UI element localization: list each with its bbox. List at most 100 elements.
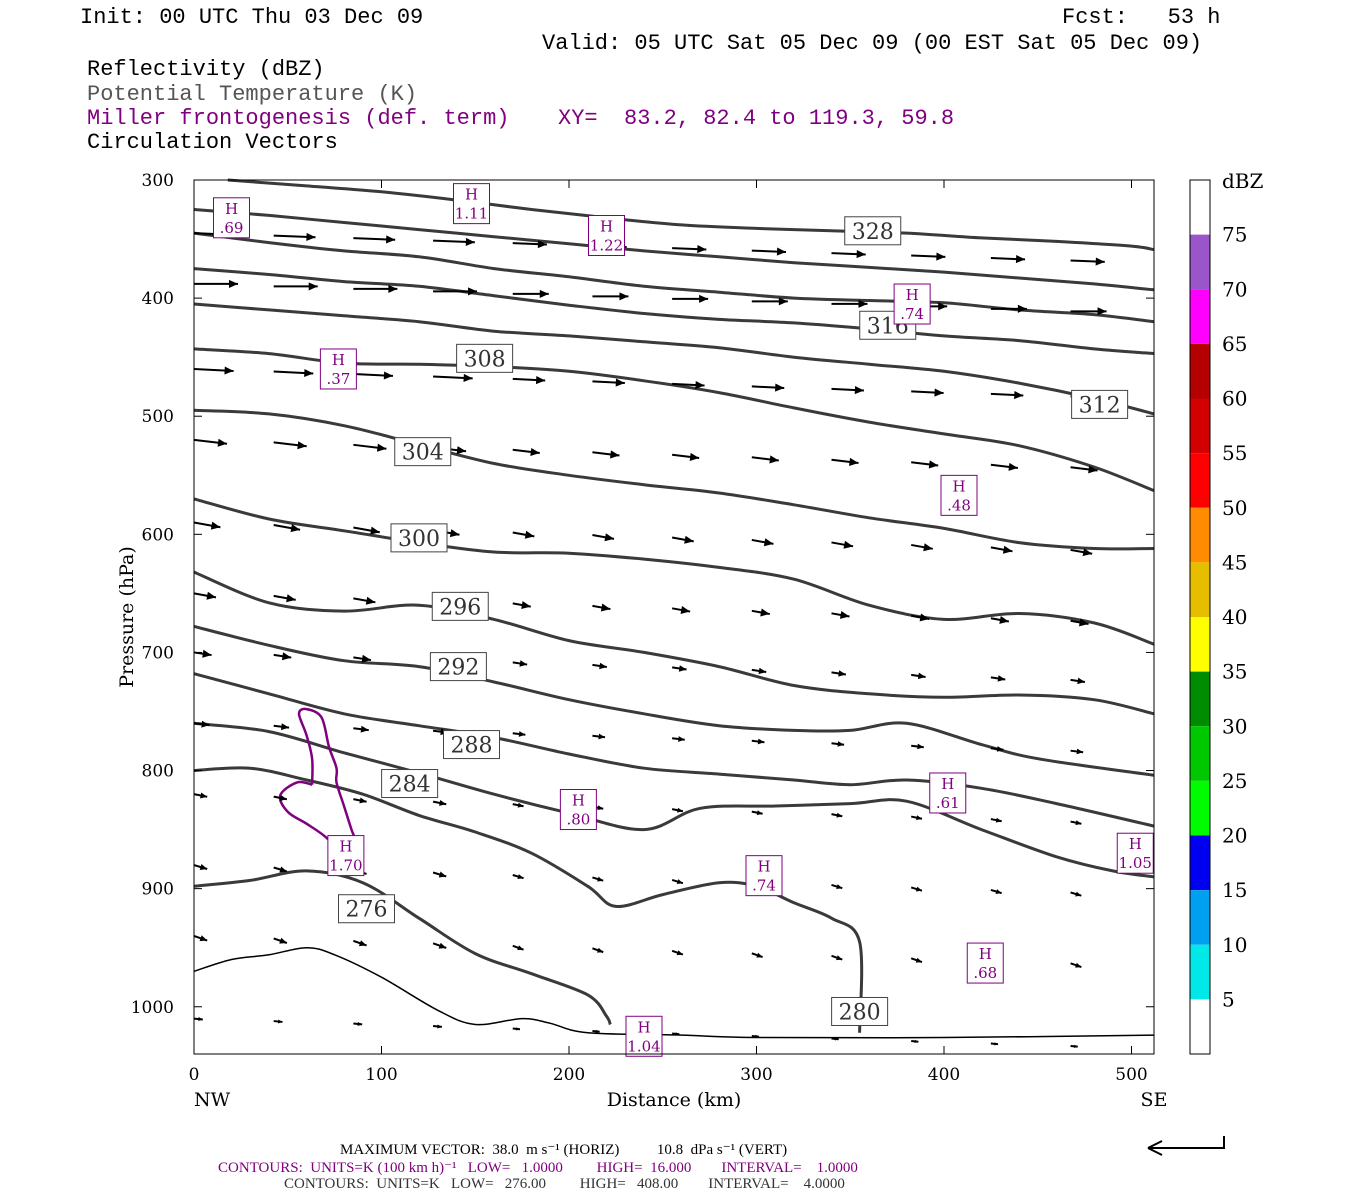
circulation-vector <box>273 652 292 661</box>
vector-head <box>516 1027 520 1031</box>
vector-head <box>923 543 933 552</box>
circulation-vector <box>592 292 629 301</box>
circulation-vector <box>751 667 767 675</box>
vector-head <box>539 289 549 298</box>
vector-head <box>934 388 944 397</box>
circulation-vector <box>193 1017 203 1021</box>
theta-label: 308 <box>456 343 514 373</box>
circulation-vector <box>751 455 779 464</box>
vector-head <box>600 603 611 612</box>
circulation-vector <box>592 1029 600 1033</box>
circulation-vector <box>990 746 1004 752</box>
vector-head <box>1075 820 1082 826</box>
circulation-vector <box>990 675 1006 682</box>
circulation-vector <box>193 864 208 870</box>
vector-head <box>524 530 535 539</box>
circulation-vector <box>273 368 314 378</box>
circulation-vector <box>990 462 1018 471</box>
colorbar-tick-label: 20 <box>1222 824 1247 848</box>
frontogenesis-max: H.61 <box>929 772 967 814</box>
vector-head <box>360 725 369 733</box>
vector-head <box>306 232 316 241</box>
colorbar-title: dBZ <box>1222 169 1264 193</box>
vector-head <box>917 672 926 680</box>
frontogenesis-max-box <box>625 1015 663 1057</box>
vector-head <box>277 1019 283 1024</box>
circulation-vector <box>353 725 369 733</box>
x-axis-title: Distance (km) <box>607 1089 742 1111</box>
vector-head <box>519 660 528 667</box>
circulation-vector <box>911 252 946 261</box>
circulation-vector <box>273 1019 283 1024</box>
circulation-vector <box>751 810 763 816</box>
frontogenesis-max-box <box>213 197 250 239</box>
frontogenesis-max-h: H <box>600 218 613 236</box>
reference-vector-arrow <box>1147 1136 1225 1156</box>
circulation-vector <box>273 282 318 291</box>
vector-head <box>858 299 868 308</box>
colorbar-tick-label: 35 <box>1222 660 1247 684</box>
circulation-vector <box>353 1022 363 1026</box>
theta-label-box <box>394 437 452 467</box>
thin-contour-line <box>193 946 1155 1039</box>
circulation-vector <box>273 723 290 731</box>
circulation-vector <box>751 608 770 617</box>
circulation-vector <box>193 438 228 447</box>
circulation-vector <box>990 817 1002 823</box>
circulation-vector <box>1070 257 1105 266</box>
vector-head <box>936 252 946 261</box>
frontogenesis-max-h: H <box>339 838 352 856</box>
theta-label-text: 292 <box>437 656 479 681</box>
vector-head <box>769 455 779 464</box>
circulation-vector <box>910 886 923 892</box>
circulation-vector <box>512 240 547 249</box>
circulation-vector <box>512 447 540 456</box>
vector-head <box>995 817 1002 823</box>
colorbar-segment <box>1190 453 1210 508</box>
vector-head <box>757 738 765 745</box>
circulation-vector <box>910 957 923 964</box>
field-potential-temperature: Potential Temperature (K) <box>87 82 418 107</box>
vector-head <box>1015 255 1026 264</box>
theta-contour-line <box>193 672 1155 828</box>
theta-contour-line <box>193 497 1155 646</box>
y-tick-label: 400 <box>142 289 174 309</box>
frontogenesis-max-value: 1.04 <box>627 1037 660 1055</box>
colorbar-tick-label: 30 <box>1222 714 1247 738</box>
theta-label: 280 <box>831 996 889 1026</box>
circulation-vector <box>831 540 854 549</box>
vector-head <box>357 1022 363 1026</box>
circulation-vector <box>831 457 859 466</box>
circulation-vector <box>751 538 774 547</box>
vector-head <box>535 376 546 385</box>
theta-label: 292 <box>429 652 487 682</box>
frontogenesis-max-box <box>588 215 625 257</box>
circulation-vector <box>751 952 763 959</box>
circulation-vector <box>672 294 709 303</box>
vector-head <box>358 940 367 947</box>
vector-head <box>1077 677 1085 685</box>
vector-head <box>854 386 864 395</box>
colorbar-segment <box>1190 180 1210 235</box>
circulation-vector <box>751 383 785 392</box>
vector-head <box>1082 548 1093 557</box>
y-tick-label: 800 <box>142 762 174 782</box>
colorbar-tick-label: 75 <box>1222 223 1247 247</box>
vector-head <box>521 600 531 609</box>
circulation-vector <box>592 662 607 670</box>
vector-head <box>383 371 393 380</box>
vector-head <box>279 795 287 801</box>
theta-label-text: 300 <box>398 527 440 552</box>
vector-head <box>200 792 208 799</box>
vector-head <box>997 675 1006 682</box>
field-reflectivity: Reflectivity (dBZ) <box>87 57 325 82</box>
circulation-vector <box>672 245 707 254</box>
circulation-vector <box>911 388 944 397</box>
theta-label: 328 <box>844 216 902 246</box>
frontogenesis-max-box <box>1116 832 1154 874</box>
vector-head <box>286 594 296 603</box>
circulation-vector <box>831 883 843 890</box>
circulation-vector <box>1070 820 1082 826</box>
circulation-vector <box>432 799 447 806</box>
circulation-vector <box>1070 748 1084 755</box>
